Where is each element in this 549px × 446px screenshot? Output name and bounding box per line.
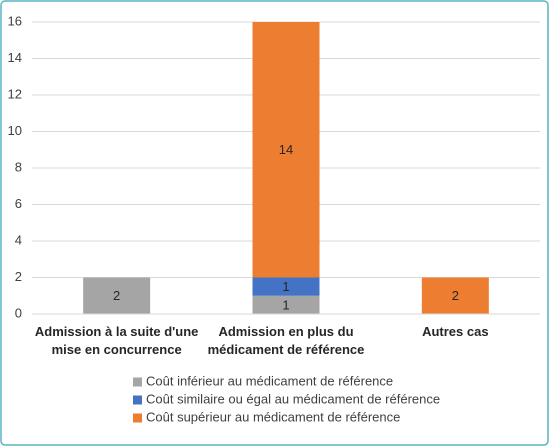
legend-swatch xyxy=(133,395,142,405)
y-tick-label: 6 xyxy=(15,196,22,211)
y-tick-label: 0 xyxy=(15,305,22,320)
bar-segment xyxy=(252,295,320,314)
bar-segment xyxy=(252,277,320,296)
y-tick-label: 8 xyxy=(15,159,22,174)
y-tick-label: 14 xyxy=(8,50,22,65)
legend-swatch xyxy=(133,377,142,387)
legend-label: Coût supérieur au médicament de référenc… xyxy=(146,409,400,424)
y-tick-label: 12 xyxy=(8,86,22,101)
y-tick-label: 10 xyxy=(8,123,22,138)
y-tick-label: 16 xyxy=(8,13,22,28)
x-tick-label: Autres cas xyxy=(422,324,488,339)
bar-segment xyxy=(252,22,320,278)
bar-segment xyxy=(421,277,489,314)
x-tick-label: Admission à la suite d'une mise en concur… xyxy=(35,324,198,357)
data-label: 14 xyxy=(279,142,293,157)
bar-segment xyxy=(83,277,151,314)
legend-label: Coût similaire ou égal au médicament de … xyxy=(146,391,440,406)
y-tick-label: 2 xyxy=(15,269,22,284)
legend-label: Coût inférieur au médicament de référenc… xyxy=(146,373,393,388)
data-label: 2 xyxy=(452,288,459,303)
data-label: 1 xyxy=(282,279,289,294)
x-tick-label: Admission en plus du médicament de référe… xyxy=(208,324,365,357)
y-tick-label: 4 xyxy=(15,232,22,247)
data-label: 1 xyxy=(282,297,289,312)
legend-swatch xyxy=(133,413,142,423)
data-label: 2 xyxy=(113,288,120,303)
